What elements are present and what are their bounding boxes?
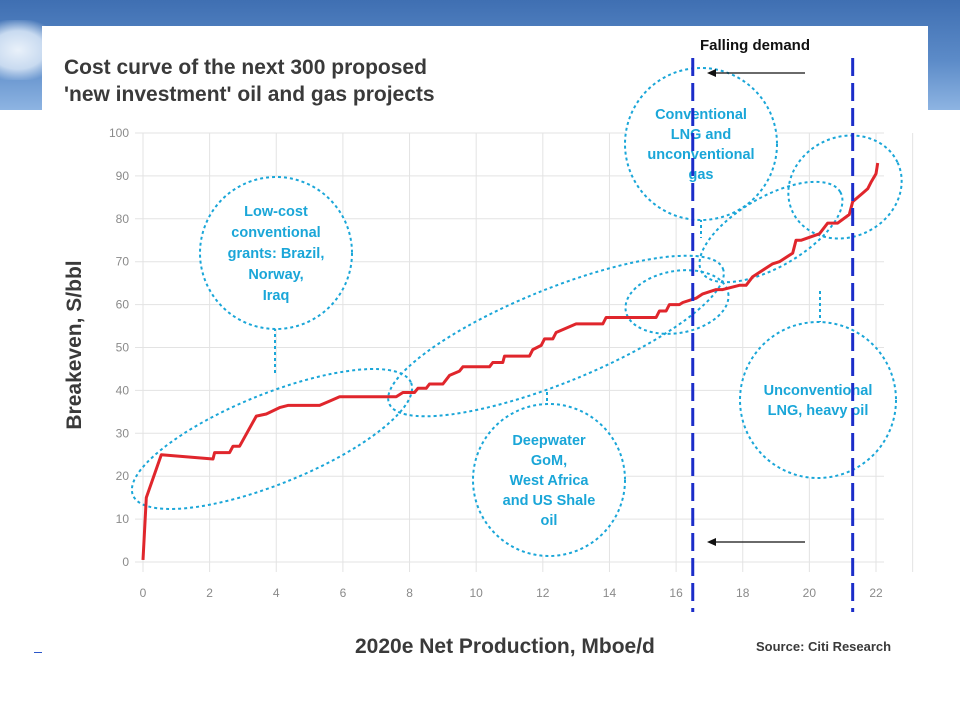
slide-underline-mark [34, 652, 42, 653]
x-tick-label: 18 [736, 586, 750, 600]
x-tick-label: 6 [340, 586, 347, 600]
falling-demand-label: Falling demand [700, 37, 810, 54]
y-tick-label: 70 [116, 255, 130, 269]
annotation-bubbles: Low-cost conventional grants: Brazil, Norwa… [199, 67, 897, 557]
dashed-ellipse [624, 269, 730, 335]
x-tick-label: 8 [406, 586, 413, 600]
y-tick-label: 40 [116, 383, 130, 397]
arrow-head [707, 538, 716, 546]
bubble-conventional-lng-text: Conventional LNG and unconventional gas [647, 107, 754, 183]
dashed-ellipses [130, 134, 903, 510]
x-tick-label: 4 [273, 586, 280, 600]
chart-title: Cost curve of the next 300 proposed'new … [64, 56, 435, 106]
bubble-unconventional-lng-text: Unconventional LNG, heavy oil [764, 383, 873, 419]
chart-panel: Cost curve of the next 300 proposed'new … [42, 26, 928, 666]
bubble-deepwater-shale-text: Deepwater GoM, West Africa and US Shale oil [503, 433, 596, 529]
bubble-deepwater-shale-circle [472, 403, 626, 557]
bubble-low-cost-conventional-circle [199, 176, 353, 330]
x-tick-label: 0 [140, 586, 147, 600]
x-tick-label: 2 [206, 586, 213, 600]
bubble-unconventional-lng-circle [739, 321, 897, 479]
y-tick-label: 0 [122, 555, 129, 569]
y-tick-label: 10 [116, 512, 130, 526]
arrow-head [707, 69, 716, 77]
dashed-ellipse [698, 180, 844, 284]
bubble-conventional-lng-circle [624, 67, 778, 221]
x-tick-label: 22 [869, 586, 883, 600]
y-axis-title: Breakeven, S/bbl [63, 260, 86, 429]
y-tick-label: 60 [116, 298, 130, 312]
x-tick-label: 14 [603, 586, 617, 600]
source-note: Source: Citi Research [756, 639, 891, 654]
x-axis-title: 2020e Net Production, Mboe/d [355, 635, 655, 658]
x-tick-label: 12 [536, 586, 550, 600]
dashed-ellipse [130, 368, 414, 510]
axis-ticks: 0 10 20 30 40 50 60 70 80 90 100 0 2 4 6 8 10 12 14 16 18 20 2… [109, 126, 883, 600]
y-tick-label: 100 [109, 126, 129, 140]
x-tick-label: 10 [470, 586, 484, 600]
x-tick-label: 16 [669, 586, 683, 600]
y-tick-label: 90 [116, 169, 130, 183]
y-tick-label: 50 [116, 341, 130, 355]
cost-curve-line [141, 162, 880, 560]
x-tick-label: 20 [803, 586, 817, 600]
dashed-ellipse [387, 254, 725, 418]
y-tick-label: 30 [116, 426, 130, 440]
dashed-ellipse [787, 134, 903, 240]
y-tick-label: 20 [116, 469, 130, 483]
y-tick-label: 80 [116, 212, 130, 226]
demand-arrows [707, 69, 805, 546]
demand-lines [691, 58, 855, 612]
bubble-low-cost-conventional-text: Low-cost conventional grants: Brazil, Norwa… [228, 204, 325, 304]
cost-curve-chart: Cost curve of the next 300 proposed'new … [63, 37, 914, 658]
